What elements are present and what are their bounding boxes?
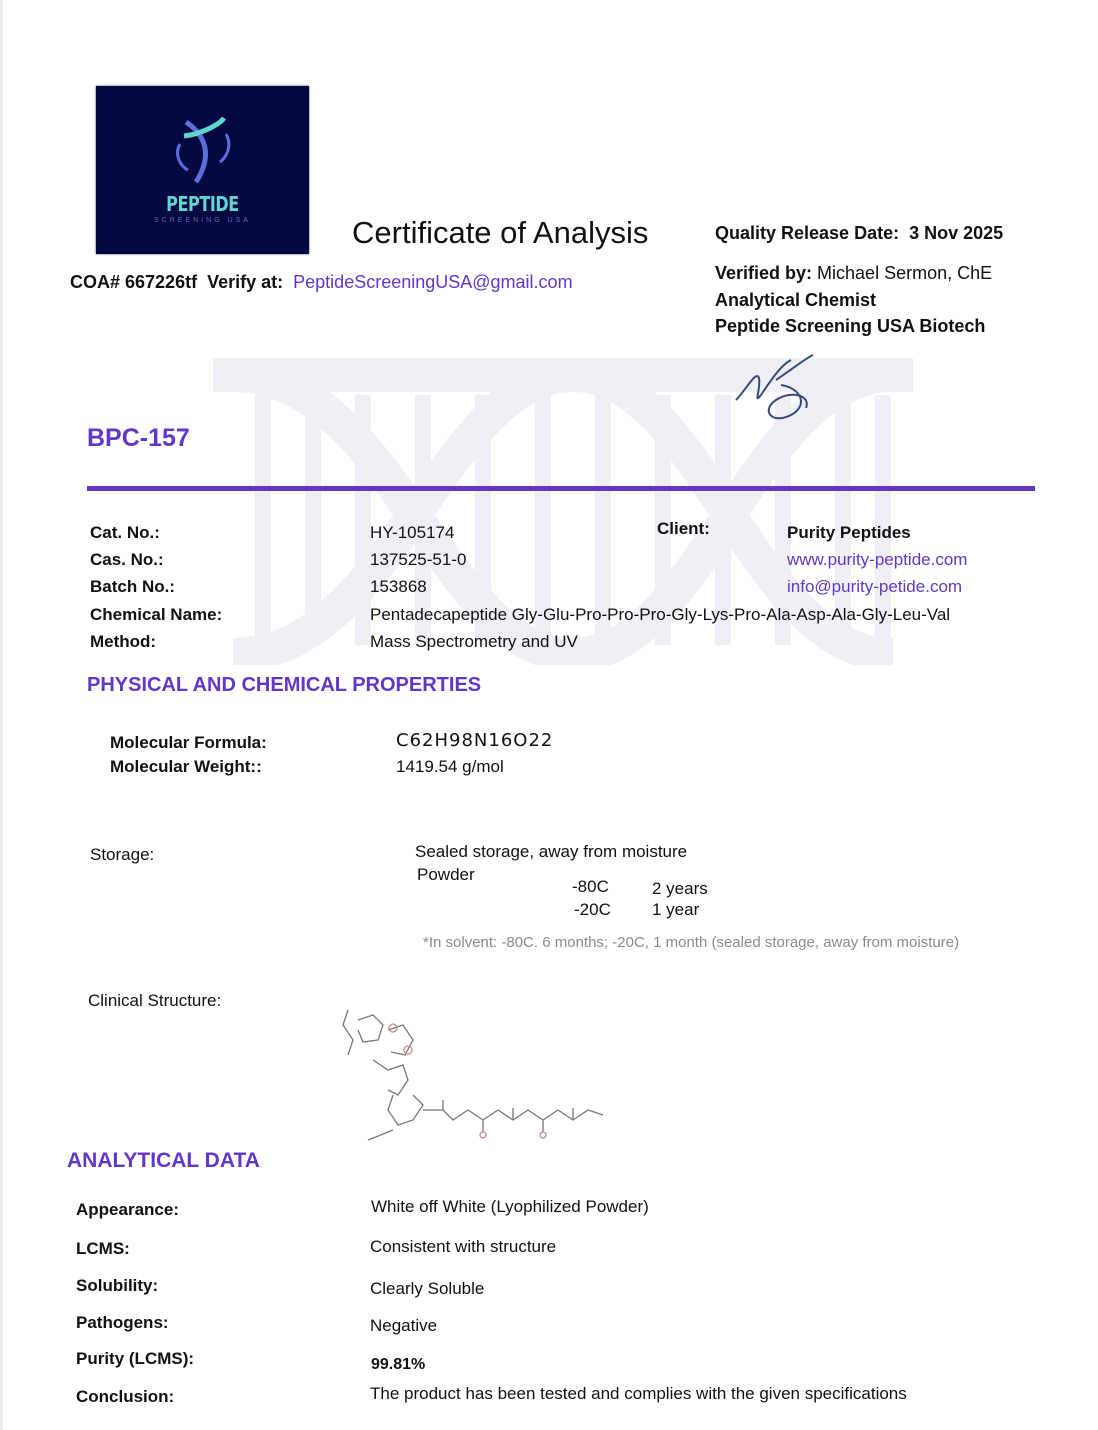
powder-label: Powder bbox=[417, 865, 475, 884]
verifier-block: Verified by: Michael Sermon, ChE Analyti… bbox=[715, 260, 992, 340]
release-label: Quality Release Date: bbox=[715, 223, 900, 243]
storage-temp-1: -80C bbox=[572, 877, 609, 896]
dna-watermark bbox=[213, 357, 913, 665]
cat-no-label: Cat. No.: bbox=[90, 523, 160, 542]
structure-label: Clinical Structure: bbox=[88, 991, 222, 1010]
analytical-data-heading: ANALYTICAL DATA bbox=[67, 1149, 260, 1172]
conclusion-label: Conclusion: bbox=[76, 1387, 175, 1406]
formula-label: Molecular Formula: bbox=[110, 733, 267, 752]
appearance-value: White off White (Lyophilized Powder) bbox=[371, 1197, 649, 1216]
verified-label: Verified by: bbox=[715, 263, 813, 283]
verified-name: Michael Sermon, ChE bbox=[817, 263, 993, 283]
solvent-note: *In solvent: -80C. 6 months; -20C, 1 mon… bbox=[423, 934, 960, 951]
purity-label: Purity (LCMS): bbox=[76, 1349, 195, 1368]
chemical-structure-image bbox=[342, 1009, 604, 1141]
lcms-label: LCMS: bbox=[76, 1239, 130, 1258]
cas-no-label: Cas. No.: bbox=[90, 550, 164, 570]
coa-line: COA# 667226tf Verify at: PeptideScreenin… bbox=[70, 272, 573, 293]
storage-note: Sealed storage, away from moisture bbox=[415, 842, 688, 861]
storage-duration-1: 2 years bbox=[652, 879, 708, 898]
logo-text: PEPTIDE bbox=[166, 192, 239, 216]
logo-subtext: SCREENING USA bbox=[154, 217, 251, 224]
weight-label: Molecular Weight:: bbox=[110, 757, 262, 776]
release-value: 3 Nov 2025 bbox=[909, 223, 1004, 243]
formula-value: C62H98N16O22 bbox=[396, 730, 554, 751]
weight-value: 1419.54 g/mol bbox=[396, 757, 504, 776]
physical-properties-heading: PHYSICAL AND CHEMICAL PROPERTIES bbox=[87, 674, 482, 696]
coa-number: COA# 667226tf bbox=[70, 272, 198, 292]
cas-no-value: 137525-51-0 bbox=[370, 550, 467, 570]
appearance-label: Appearance: bbox=[76, 1200, 179, 1219]
client-website-link[interactable]: www.purity-peptide.com bbox=[787, 550, 968, 570]
solubility-label: Solubility: bbox=[76, 1276, 159, 1295]
company-logo: PEPTIDE SCREENING USA bbox=[96, 86, 309, 254]
storage-temp-2: -20C bbox=[574, 900, 611, 919]
lcms-value: Consistent with structure bbox=[370, 1237, 557, 1256]
client-label: Client: bbox=[657, 519, 710, 538]
batch-no-label: Batch No.: bbox=[90, 577, 175, 597]
cat-no-value: HY-105174 bbox=[370, 523, 455, 542]
purity-value: 99.81% bbox=[371, 1356, 426, 1373]
chemical-name-value: Pentadecapeptide Gly-Glu-Pro-Pro-Pro-Gly… bbox=[370, 604, 951, 624]
verify-email-link[interactable]: PeptideScreeningUSA@gmail.com bbox=[293, 272, 573, 292]
chemical-name-label: Chemical Name: bbox=[90, 604, 223, 624]
verify-label: Verify at: bbox=[207, 272, 284, 292]
client-name: Purity Peptides bbox=[787, 523, 911, 542]
solubility-value: Clearly Soluble bbox=[370, 1279, 485, 1298]
release-date: Quality Release Date: 3 Nov 2025 bbox=[715, 223, 1003, 244]
batch-no-value: 153868 bbox=[370, 577, 427, 597]
verifier-role: Analytical Chemist bbox=[715, 289, 877, 310]
method-value: Mass Spectrometry and UV bbox=[370, 631, 578, 651]
method-label: Method: bbox=[90, 631, 157, 651]
pathogens-label: Pathogens: bbox=[76, 1313, 169, 1332]
verifier-company: Peptide Screening USA Biotech bbox=[715, 316, 986, 336]
client-email-link[interactable]: info@purity-petide.com bbox=[787, 577, 963, 597]
product-name: BPC-157 bbox=[87, 424, 190, 452]
client-block: Purity Peptides www.purity-peptide.com i… bbox=[787, 519, 967, 601]
conclusion-value: The product has been tested and complies… bbox=[370, 1384, 907, 1403]
storage-duration-2: 1 year bbox=[652, 900, 700, 919]
section-divider bbox=[87, 486, 1035, 491]
document-title: Certificate of Analysis bbox=[352, 215, 649, 250]
info-values: HY-105174 137525-51-0 153868 Pentadecape… bbox=[370, 519, 950, 655]
signature bbox=[735, 354, 814, 420]
dna-logo-icon bbox=[176, 116, 231, 184]
pathogens-value: Negative bbox=[370, 1316, 438, 1335]
info-labels: Cat. No.: Cas. No.: Batch No.: Chemical … bbox=[90, 519, 222, 655]
storage-label: Storage: bbox=[90, 845, 155, 864]
